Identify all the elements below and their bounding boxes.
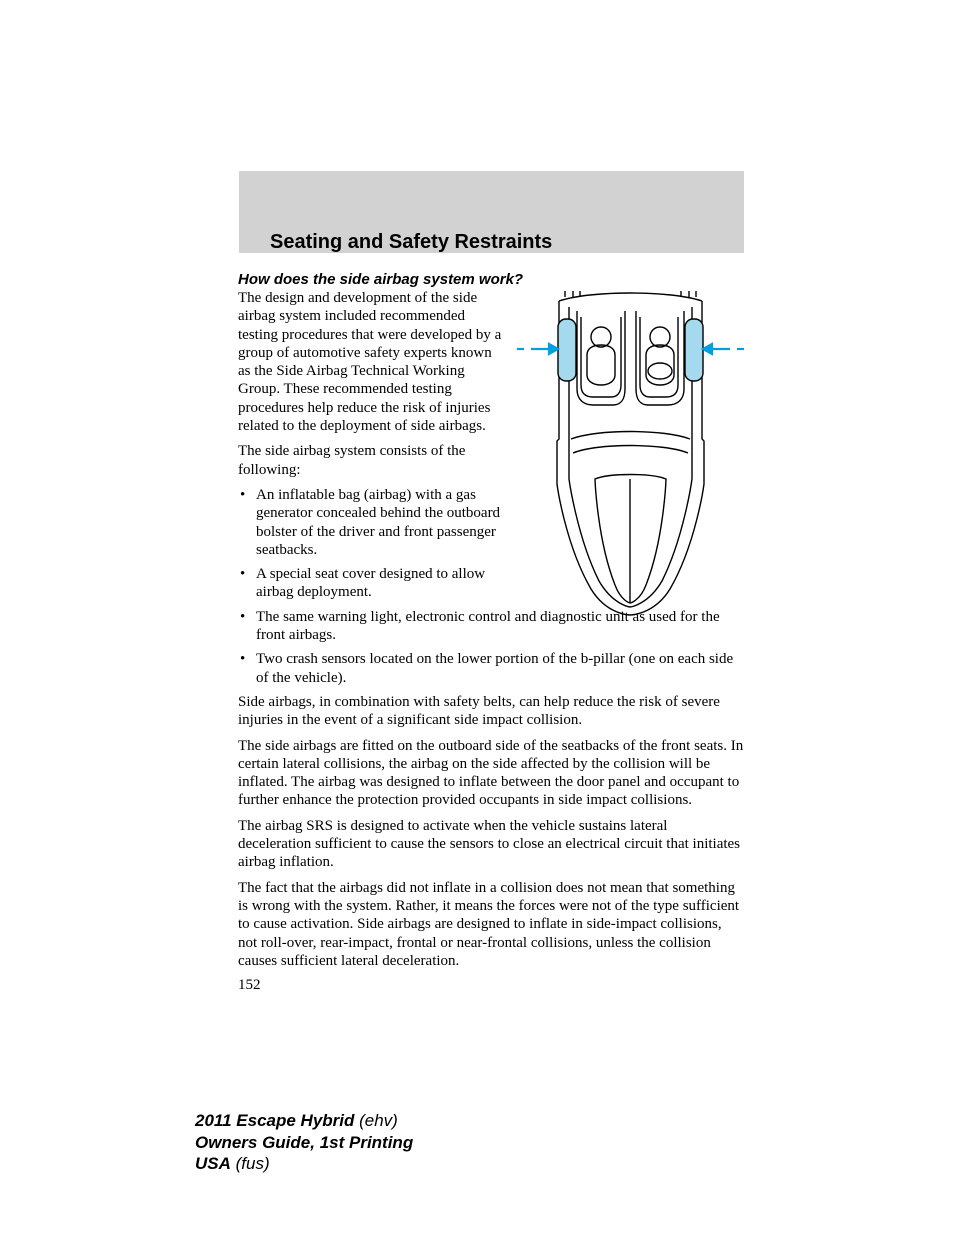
page-number: 152	[238, 977, 744, 994]
list-item: An inflatable bag (airbag) with a gas ge…	[256, 486, 503, 559]
paragraph: The side airbag system consists of the f…	[238, 442, 503, 479]
footer-region-code: (fus)	[231, 1154, 270, 1173]
footer-line-3: USA (fus)	[195, 1153, 413, 1174]
footer-guide: Owners Guide, 1st Printing	[195, 1133, 413, 1152]
list-item: Two crash sensors located on the lower p…	[256, 650, 744, 687]
footer-model-code: (ehv)	[354, 1111, 397, 1130]
paragraph: The fact that the airbags did not inflat…	[238, 879, 744, 970]
list-item: The same warning light, electronic contr…	[256, 608, 744, 645]
paragraph: Side airbags, in combination with safety…	[238, 693, 744, 730]
bullet-list: An inflatable bag (airbag) with a gas ge…	[238, 486, 503, 602]
content-area: The design and development of the side a…	[238, 289, 744, 994]
bullet-list: The same warning light, electronic contr…	[238, 608, 744, 687]
footer: 2011 Escape Hybrid (ehv) Owners Guide, 1…	[195, 1110, 413, 1174]
paragraph: The airbag SRS is designed to activate w…	[238, 817, 744, 872]
paragraph: The design and development of the side a…	[238, 289, 503, 435]
footer-model: 2011 Escape Hybrid	[195, 1111, 354, 1130]
paragraph: The side airbags are fitted on the outbo…	[238, 737, 744, 810]
section-title: Seating and Safety Restraints	[270, 231, 552, 254]
footer-line-1: 2011 Escape Hybrid (ehv)	[195, 1110, 413, 1131]
sub-heading: How does the side airbag system work?	[238, 271, 523, 288]
footer-region: USA	[195, 1154, 231, 1173]
footer-line-2: Owners Guide, 1st Printing	[195, 1132, 413, 1153]
page: Seating and Safety Restraints How does t…	[0, 0, 954, 1235]
list-item: A special seat cover designed to allow a…	[256, 565, 503, 602]
